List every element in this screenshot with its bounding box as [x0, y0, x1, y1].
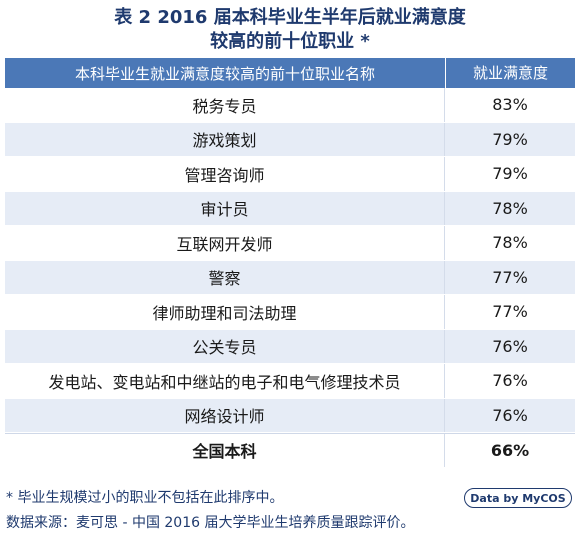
occupation-name: 警察 [5, 260, 445, 294]
occupation-name: 公关专员 [5, 329, 445, 363]
header-satisfaction: 就业满意度 [445, 58, 575, 88]
satisfaction-value: 77% [492, 302, 528, 322]
occupation-name: 互联网开发师 [5, 226, 445, 260]
table-header: 本科毕业生就业满意度较高的前十位职业名称 就业满意度 [5, 58, 575, 88]
table-row: 律师助理和司法助理 77% [5, 295, 575, 330]
table-row: 警察 77% [5, 260, 575, 295]
satisfaction-value: 83% [492, 95, 528, 115]
satisfaction-value: 77% [492, 267, 528, 287]
table-row: 公关专员 76% [5, 329, 575, 364]
total-value: 66% [490, 440, 530, 460]
occupation-name: 审计员 [5, 191, 445, 225]
table-row-total: 全国本科 66% [5, 433, 575, 468]
title-line-1: 表 2 2016 届本科毕业生半年后就业满意度 [114, 7, 466, 28]
table-row: 发电站、变电站和中继站的电子和电气修理技术员 76% [5, 364, 575, 399]
occupation-name: 网络设计师 [5, 398, 445, 432]
table-row: 网络设计师 76% [5, 398, 575, 433]
occupation-table: 本科毕业生就业满意度较高的前十位职业名称 就业满意度 税务专员 83% 游戏策划 79… [5, 58, 575, 468]
satisfaction-value: 76% [492, 371, 528, 391]
footnote: * 毕业生规模过小的职业不包括在此排序中。 [6, 490, 284, 506]
satisfaction-value: 76% [492, 405, 528, 425]
satisfaction-value: 76% [492, 336, 528, 356]
title-line-2: 较高的前十位职业 * [210, 31, 370, 52]
occupation-name: 管理咨询师 [5, 157, 445, 191]
satisfaction-value: 78% [492, 233, 528, 253]
source-note: 数据来源：麦可思 - 中国 2016 届大学毕业生培养质量跟踪评价。 [6, 515, 415, 531]
occupation-name: 发电站、变电站和中继站的电子和电气修理技术员 [5, 364, 445, 398]
table-row: 税务专员 83% [5, 88, 575, 123]
table-row: 管理咨询师 79% [5, 157, 575, 192]
occupation-name: 游戏策划 [5, 122, 445, 156]
table-row: 审计员 78% [5, 191, 575, 226]
satisfaction-value: 79% [492, 164, 528, 184]
page-title: 表 2 2016 届本科毕业生半年后就业满意度 较高的前十位职业 * [0, 6, 580, 54]
total-label: 全国本科 [5, 434, 445, 467]
table-row: 互联网开发师 78% [5, 226, 575, 261]
table-row: 游戏策划 79% [5, 122, 575, 157]
occupation-name: 税务专员 [5, 88, 445, 122]
data-by-mycos-badge: Data by MyCOS [464, 488, 572, 508]
occupation-name: 律师助理和司法助理 [5, 295, 445, 329]
satisfaction-value: 78% [492, 198, 528, 218]
table-body: 税务专员 83% 游戏策划 79% 管理咨询师 79% 审计员 78% 互联网开发师 78% 警察 7… [5, 88, 575, 433]
satisfaction-value: 79% [492, 129, 528, 149]
header-occupation: 本科毕业生就业满意度较高的前十位职业名称 [74, 64, 375, 83]
